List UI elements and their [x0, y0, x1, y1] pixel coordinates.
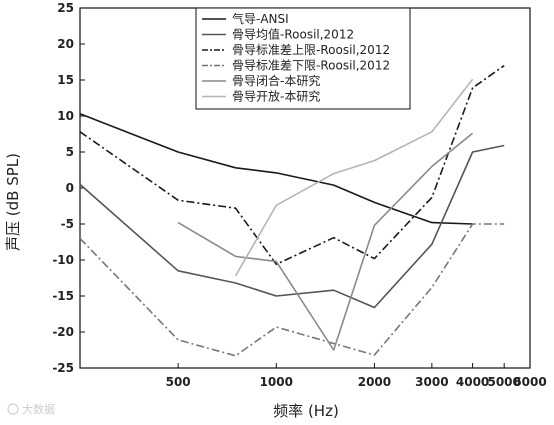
- x-tick-label: 6000: [513, 375, 546, 389]
- legend-label-4: 骨导标准差下限-Roosil,2012: [232, 59, 390, 73]
- y-axis-title: 声压 (dB SPL): [4, 153, 22, 251]
- y-tick-label: -10: [52, 253, 74, 267]
- x-axis-title: 频率 (Hz): [273, 402, 339, 420]
- legend-label-2: 骨导均值-Roosil,2012: [232, 27, 354, 42]
- y-tick-label: -25: [52, 361, 74, 375]
- watermark-logo-icon: [7, 403, 19, 415]
- legend-label-3: 骨导标准差上限-Roosil,2012: [232, 43, 390, 57]
- y-tick-label: 5: [66, 145, 74, 159]
- y-tick-label: 20: [57, 37, 74, 51]
- x-tick-label: 4000: [456, 375, 489, 389]
- legend-label-1: 气导-ANSI: [232, 11, 289, 26]
- series-layer: [79, 64, 505, 357]
- watermark: 大数据: [7, 402, 55, 416]
- series-line-4: [79, 223, 505, 357]
- series-line-1: [79, 113, 473, 225]
- y-tick-label: -5: [61, 217, 74, 231]
- y-tick-label: 10: [57, 109, 74, 123]
- series-line-2: [79, 144, 505, 309]
- y-tick-label: 25: [57, 1, 74, 15]
- y-tick-label: 0: [66, 181, 74, 195]
- y-tick-label: -15: [52, 289, 74, 303]
- series-line-3: [79, 64, 505, 266]
- legend: 气导-ANSI骨导均值-Roosil,2012骨导标准差上限-Roosil,20…: [195, 7, 411, 110]
- y-tick-label: 15: [57, 73, 74, 87]
- y-axis: 25 20 15 10 5 0 -5 -10 -15 -20 -25: [52, 1, 85, 375]
- legend-label-6: 骨导开放-本研究: [232, 89, 320, 104]
- x-tick-label: 1000: [260, 375, 293, 389]
- series-line-5: [177, 132, 474, 351]
- watermark-text: 大数据: [22, 402, 55, 416]
- x-tick-label: 2000: [358, 375, 391, 389]
- legend-label-5: 骨导闭合-本研究: [232, 73, 320, 88]
- series-line-6: [234, 78, 474, 277]
- legend-box: [195, 7, 411, 110]
- y-tick-label: -20: [52, 325, 74, 339]
- x-tick-label: 3000: [415, 375, 448, 389]
- x-tick-label: 5000: [487, 375, 520, 389]
- x-tick-label: 500: [166, 375, 191, 389]
